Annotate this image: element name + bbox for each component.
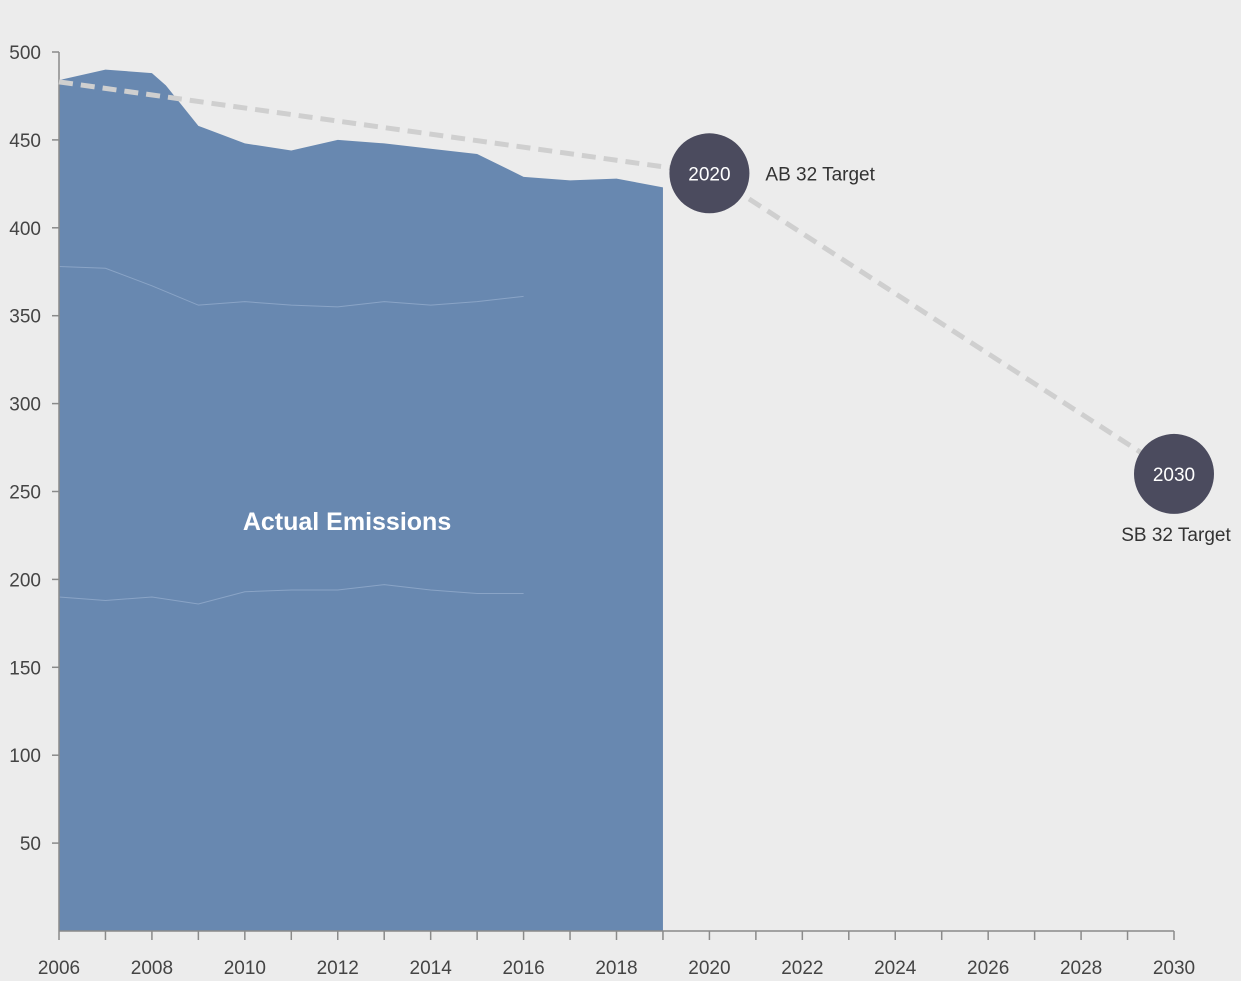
target-name-label: AB 32 Target xyxy=(765,164,875,185)
x-tick-label: 2028 xyxy=(1060,958,1102,979)
sector-boundary-line-1 xyxy=(58,265,524,308)
y-tick-label: 100 xyxy=(9,746,41,767)
inner-lines-layer xyxy=(58,265,524,605)
axis-layer: 50 100 150 200 250 300 350 400 450 500 2006 2008 201… xyxy=(9,43,1195,979)
y-tick-label: 350 xyxy=(9,307,41,328)
x-tick-label: 2018 xyxy=(595,958,637,979)
x-tick-label: 2024 xyxy=(874,958,917,979)
target-marker-2020: 2020 AB 32 Target xyxy=(669,133,876,214)
target-name-label: SB 32 Target xyxy=(1121,525,1231,546)
x-tick-label: 2020 xyxy=(688,958,730,979)
x-tick-label: 2006 xyxy=(38,958,80,979)
x-tick-label: 2012 xyxy=(317,958,359,979)
area-layer xyxy=(59,69,663,931)
y-tick-label: 250 xyxy=(9,483,41,504)
x-tick-label: 2026 xyxy=(967,958,1009,979)
x-tick-label: 2030 xyxy=(1153,958,1195,979)
x-tick-label: 2022 xyxy=(781,958,823,979)
target-layer: 2020 AB 32 Target 2030 SB 32 Target xyxy=(58,79,1231,546)
target-year-label: 2030 xyxy=(1153,465,1195,486)
x-tick-label: 2010 xyxy=(224,958,266,979)
y-tick-label: 450 xyxy=(9,131,41,152)
x-tick-label: 2008 xyxy=(131,958,173,979)
target-marker-circle xyxy=(669,133,750,214)
y-tick-label: 200 xyxy=(9,570,41,591)
target-year-label: 2020 xyxy=(688,164,730,185)
actual-emissions-label: Actual Emissions xyxy=(243,508,451,536)
target-marker-2030: 2030 SB 32 Target xyxy=(1121,433,1231,546)
y-tick-label: 150 xyxy=(9,658,41,679)
y-tick-label: 500 xyxy=(9,43,41,64)
sector-boundary-line-2 xyxy=(58,584,524,605)
actual-emissions-area xyxy=(59,69,663,931)
y-tick-label: 50 xyxy=(20,834,41,855)
target-marker-circle xyxy=(1134,433,1214,514)
y-tick-label: 400 xyxy=(9,219,41,240)
x-tick-label: 2014 xyxy=(410,958,453,979)
target-trajectory-line xyxy=(58,79,1176,477)
y-tick-label: 300 xyxy=(9,395,41,416)
x-tick-label: 2016 xyxy=(502,958,544,979)
